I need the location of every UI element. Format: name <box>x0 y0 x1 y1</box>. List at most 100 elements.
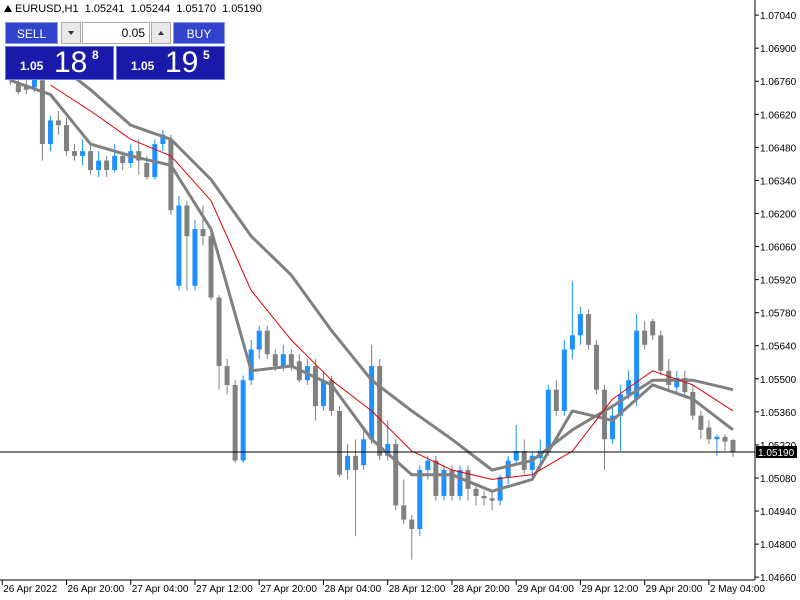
y-tick-label: 1.06060 <box>760 243 797 254</box>
buy-price[interactable]: 1.05 19 5 <box>116 46 225 80</box>
candle-body <box>585 314 591 345</box>
y-tick-label: 1.06200 <box>760 209 797 220</box>
candle-body <box>353 455 359 470</box>
candle-body <box>465 469 471 489</box>
y-tick-label: 1.06620 <box>760 110 797 121</box>
candle-body <box>577 314 583 336</box>
candle-body <box>176 205 182 286</box>
bid-label-box <box>756 446 797 459</box>
y-tick-label: 1.05080 <box>760 474 797 485</box>
candle-body <box>433 460 439 496</box>
candle-body <box>618 394 624 416</box>
candle-body <box>320 380 326 407</box>
price-pips: 19 <box>165 46 199 79</box>
candle-body <box>634 330 640 400</box>
header-open: 1.05241 <box>84 3 125 15</box>
x-tick-label: 28 Apr 04:00 <box>324 584 381 595</box>
candle-body <box>160 134 166 145</box>
x-tick-label: 28 Apr 12:00 <box>389 584 446 595</box>
candle-body <box>312 366 318 407</box>
candle-body <box>15 82 21 93</box>
chart-header: EURUSD,H1 1.05241 1.05244 1.05170 1.0519… <box>4 3 265 15</box>
candle-body <box>272 354 278 367</box>
candle-body <box>240 380 246 461</box>
x-tick-label: 29 Apr 20:00 <box>646 584 703 595</box>
candle-body <box>529 455 535 470</box>
candle-body <box>714 436 720 440</box>
lot-down[interactable] <box>61 22 81 44</box>
sell-button[interactable]: SELL <box>5 22 58 44</box>
candle-body <box>521 451 527 470</box>
candle-body <box>377 366 383 456</box>
candle-body <box>602 389 608 440</box>
y-tick-label: 1.07040 <box>760 11 797 22</box>
indicator-line <box>9 78 734 493</box>
lot-up[interactable] <box>151 22 171 44</box>
candle-body <box>473 488 479 496</box>
symbol: EURUSD,H1 <box>15 3 79 15</box>
candle-body <box>256 330 262 350</box>
x-tick-label: 27 Apr 20:00 <box>260 584 317 595</box>
candle-body <box>104 160 110 171</box>
header-close: 1.05190 <box>222 3 262 15</box>
candle-body <box>650 321 656 336</box>
y-tick-label: 1.06480 <box>760 143 797 154</box>
candle-body <box>505 460 511 478</box>
candle-body <box>417 469 423 529</box>
lot-input[interactable]: 0.05 <box>82 22 150 44</box>
candle-body <box>449 469 455 496</box>
candle-body <box>144 162 150 178</box>
candle-body <box>63 125 69 152</box>
price-point: 8 <box>92 48 99 62</box>
indicator-line <box>50 84 734 480</box>
candle-body <box>666 370 672 385</box>
candle-body <box>698 415 704 430</box>
y-tick-label: 1.06760 <box>760 77 797 88</box>
header-high: 1.05244 <box>130 3 171 15</box>
candle-body <box>401 505 407 520</box>
candle-body <box>489 498 495 501</box>
y-tick-label: 1.04940 <box>760 507 797 518</box>
candle-body <box>288 354 294 367</box>
candle-body <box>88 151 94 171</box>
y-tick-label: 1.05360 <box>760 408 797 419</box>
y-tick-label: 1.06900 <box>760 44 797 55</box>
candle-body <box>658 335 664 371</box>
plot-area <box>7 57 736 560</box>
candle-body <box>200 229 206 237</box>
candle-body <box>345 455 351 470</box>
candle-body <box>136 151 142 161</box>
y-tick-label: 1.06340 <box>760 176 797 187</box>
candle-body <box>561 349 567 411</box>
candle-body <box>168 139 174 211</box>
candle-body <box>216 297 222 367</box>
candle-body <box>706 427 712 440</box>
buy-button[interactable]: BUY <box>173 22 225 44</box>
candle-body <box>481 495 487 499</box>
price-big: 1.05 <box>131 59 155 73</box>
indicator-line <box>49 57 734 472</box>
candle-body <box>120 155 126 163</box>
candle-body <box>192 229 198 286</box>
y-tick-label: 1.04660 <box>760 573 797 584</box>
candle-body <box>409 519 415 529</box>
y-tick-label: 1.05500 <box>760 375 797 386</box>
candle-body <box>674 377 680 388</box>
sell-price[interactable]: 1.05 18 8 <box>5 46 114 80</box>
candle-body <box>730 439 736 453</box>
candle-body <box>610 415 616 440</box>
candle-body <box>280 354 286 367</box>
candle-body <box>425 460 431 470</box>
candle-body <box>248 349 254 381</box>
x-tick-label: 2 May 04:00 <box>710 584 765 595</box>
y-tick-label: 1.05920 <box>760 276 797 287</box>
one-click-trading: SELL 0.05 BUY 1.05 18 8 1.05 19 5 <box>5 22 225 80</box>
collapse-icon[interactable] <box>4 5 12 12</box>
price-pips: 18 <box>54 46 88 79</box>
price-point: 5 <box>203 48 210 62</box>
candle-body <box>47 120 53 145</box>
candle-body <box>682 377 688 393</box>
candle-body <box>337 410 343 475</box>
